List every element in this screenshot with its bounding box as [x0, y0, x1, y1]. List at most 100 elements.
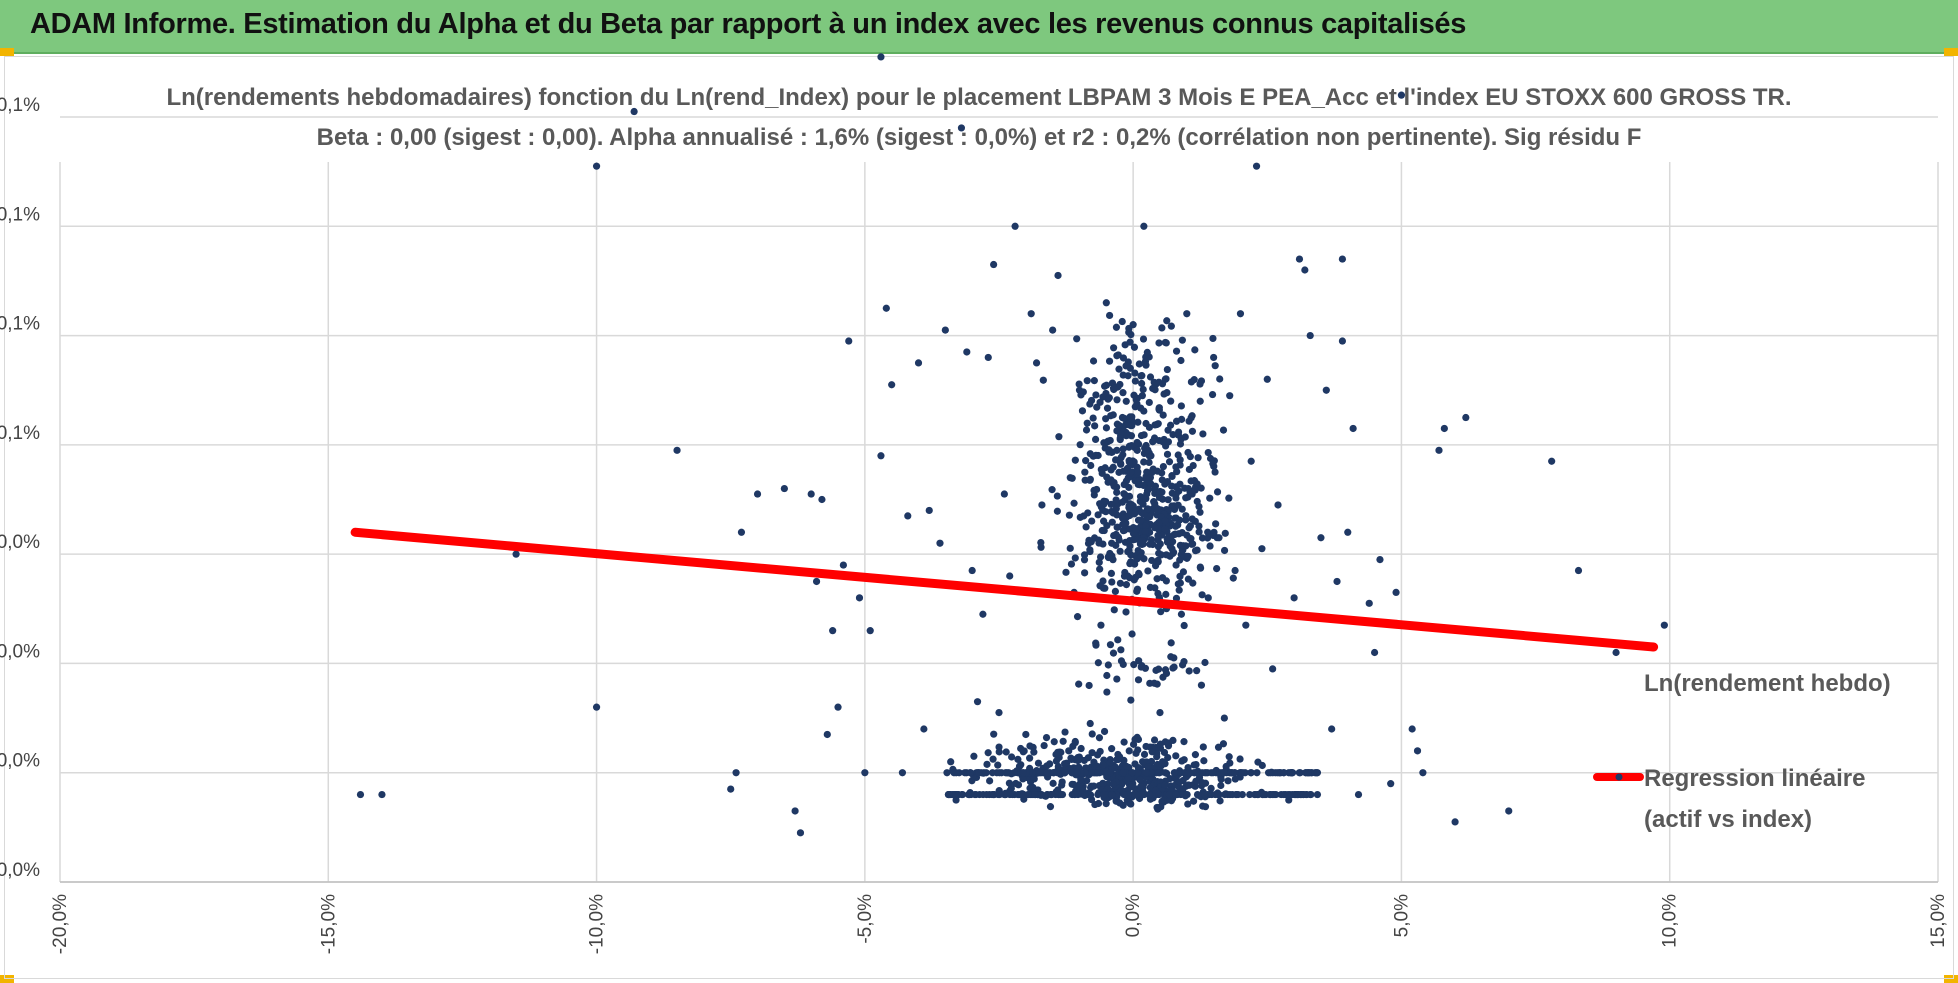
scatter-point [1274, 501, 1282, 509]
scatter-point [945, 790, 953, 799]
scatter-point [1125, 511, 1133, 520]
scatter-point [1187, 414, 1195, 422]
scatter-point [1118, 498, 1127, 506]
scatter-point [877, 452, 885, 460]
scatter-point [1098, 469, 1106, 477]
scatter-point [941, 326, 949, 334]
x-axis-ticks: -20,0% -15,0% -10,0% -5,0% 0,0% 5,0% 10,0% 15,0… [50, 894, 1949, 954]
scatter-point [971, 790, 979, 799]
scatter-point [1142, 361, 1150, 369]
scatter-point [1175, 586, 1183, 594]
scatter-point [1037, 538, 1045, 547]
scatter-point [1146, 583, 1154, 591]
scatter-point [1090, 782, 1098, 790]
scatter-point [1161, 480, 1169, 488]
scatter-point [1022, 730, 1030, 739]
scatter-point [983, 760, 991, 768]
scatter-point [1185, 769, 1193, 777]
scatter-point [1103, 688, 1111, 696]
scatter-point [1197, 681, 1206, 689]
scatter-point [1117, 453, 1125, 462]
scatter-point [1049, 326, 1057, 334]
chart-subtitle: Beta : 0,00 (sigest : 0,00). Alpha annua… [316, 124, 1642, 151]
scatter-point [1408, 725, 1416, 733]
y-tick-label: 0,0% [0, 641, 40, 662]
scatter-point [1132, 525, 1140, 534]
scatter-point [1133, 438, 1141, 447]
scatter-point [1162, 339, 1170, 347]
scatter-point [958, 790, 966, 799]
scatter-point [1306, 331, 1314, 340]
scatter-point [1344, 528, 1352, 536]
scatter-point [1146, 373, 1155, 381]
scatter-point [1172, 594, 1181, 602]
scatter-point [1132, 573, 1140, 581]
scatter-point [888, 381, 896, 389]
scatter-point [1150, 736, 1159, 744]
scatter-point [1120, 521, 1128, 529]
scatter-point [1127, 331, 1135, 339]
scatter-point [1145, 458, 1153, 467]
scatter-point [1302, 769, 1310, 777]
scatter-point [1154, 543, 1163, 551]
scatter-point [1216, 375, 1224, 383]
scatter-point [1140, 222, 1148, 230]
scatter-point [1116, 434, 1124, 442]
scatter-point [979, 610, 987, 618]
scatter-point [1109, 780, 1118, 788]
scatter-point [1338, 255, 1347, 263]
scatter-point [1660, 621, 1668, 629]
scatter-point [961, 769, 969, 777]
scatter-point [1198, 769, 1206, 777]
scatter-point [1092, 391, 1100, 399]
scatter-point [1207, 784, 1215, 792]
scatter-point [1116, 579, 1125, 587]
scatter-point [995, 769, 1004, 777]
scatter-point [1164, 438, 1173, 446]
x-tick-label: 15,0% [1928, 894, 1949, 948]
scatter-point [1301, 266, 1309, 274]
scatter-point [1201, 790, 1209, 799]
scatter-point [1172, 417, 1181, 425]
scatter-point [1280, 769, 1288, 777]
scatter-point [1242, 621, 1250, 629]
scatter-point [1155, 518, 1163, 527]
scatter-point [1058, 778, 1066, 786]
scatter-point [1152, 666, 1160, 674]
x-tick-label: -10,0% [587, 894, 608, 954]
scatter-point [1158, 469, 1166, 477]
scatter-point [1083, 419, 1091, 427]
scatter-point [1074, 756, 1082, 765]
scatter-point [1284, 790, 1292, 799]
scatter-point [1158, 324, 1166, 332]
scatter-point [1195, 502, 1203, 511]
scatter-point [1106, 769, 1114, 777]
scatter-point [1163, 450, 1172, 458]
scatter-point [1247, 457, 1255, 465]
scatter-point [1451, 818, 1459, 826]
scatter-point [1219, 426, 1228, 434]
scatter-point [1117, 646, 1125, 654]
scatter-point [1059, 737, 1067, 745]
scatter-point [1082, 523, 1090, 531]
scatter-point [1269, 665, 1277, 673]
scatter-point [1118, 514, 1127, 522]
scatter-point [1189, 797, 1198, 805]
scatter-point [1141, 527, 1149, 536]
scatter-point [1365, 599, 1373, 607]
scatter-point [1100, 517, 1108, 525]
y-axis-ticks: 0,0% 0,0% 0,0% 0,0% 0,1% 0,1% 0,1% 0,1% [0, 95, 40, 881]
scatter-point [1191, 751, 1200, 759]
scatter-point [1462, 413, 1470, 422]
chart-legend: Ln(rendement hebdo) Regression linéaire … [1593, 670, 1891, 833]
scatter-point [737, 528, 746, 536]
scatter-point [1090, 377, 1098, 385]
scatter-point [1126, 338, 1134, 346]
scatter-point [1164, 496, 1172, 504]
scatter-point [963, 348, 971, 356]
scatter-point [1048, 486, 1056, 494]
scatter-point [1017, 761, 1025, 769]
scatter-point [356, 790, 365, 799]
scatter-point [1548, 457, 1556, 465]
